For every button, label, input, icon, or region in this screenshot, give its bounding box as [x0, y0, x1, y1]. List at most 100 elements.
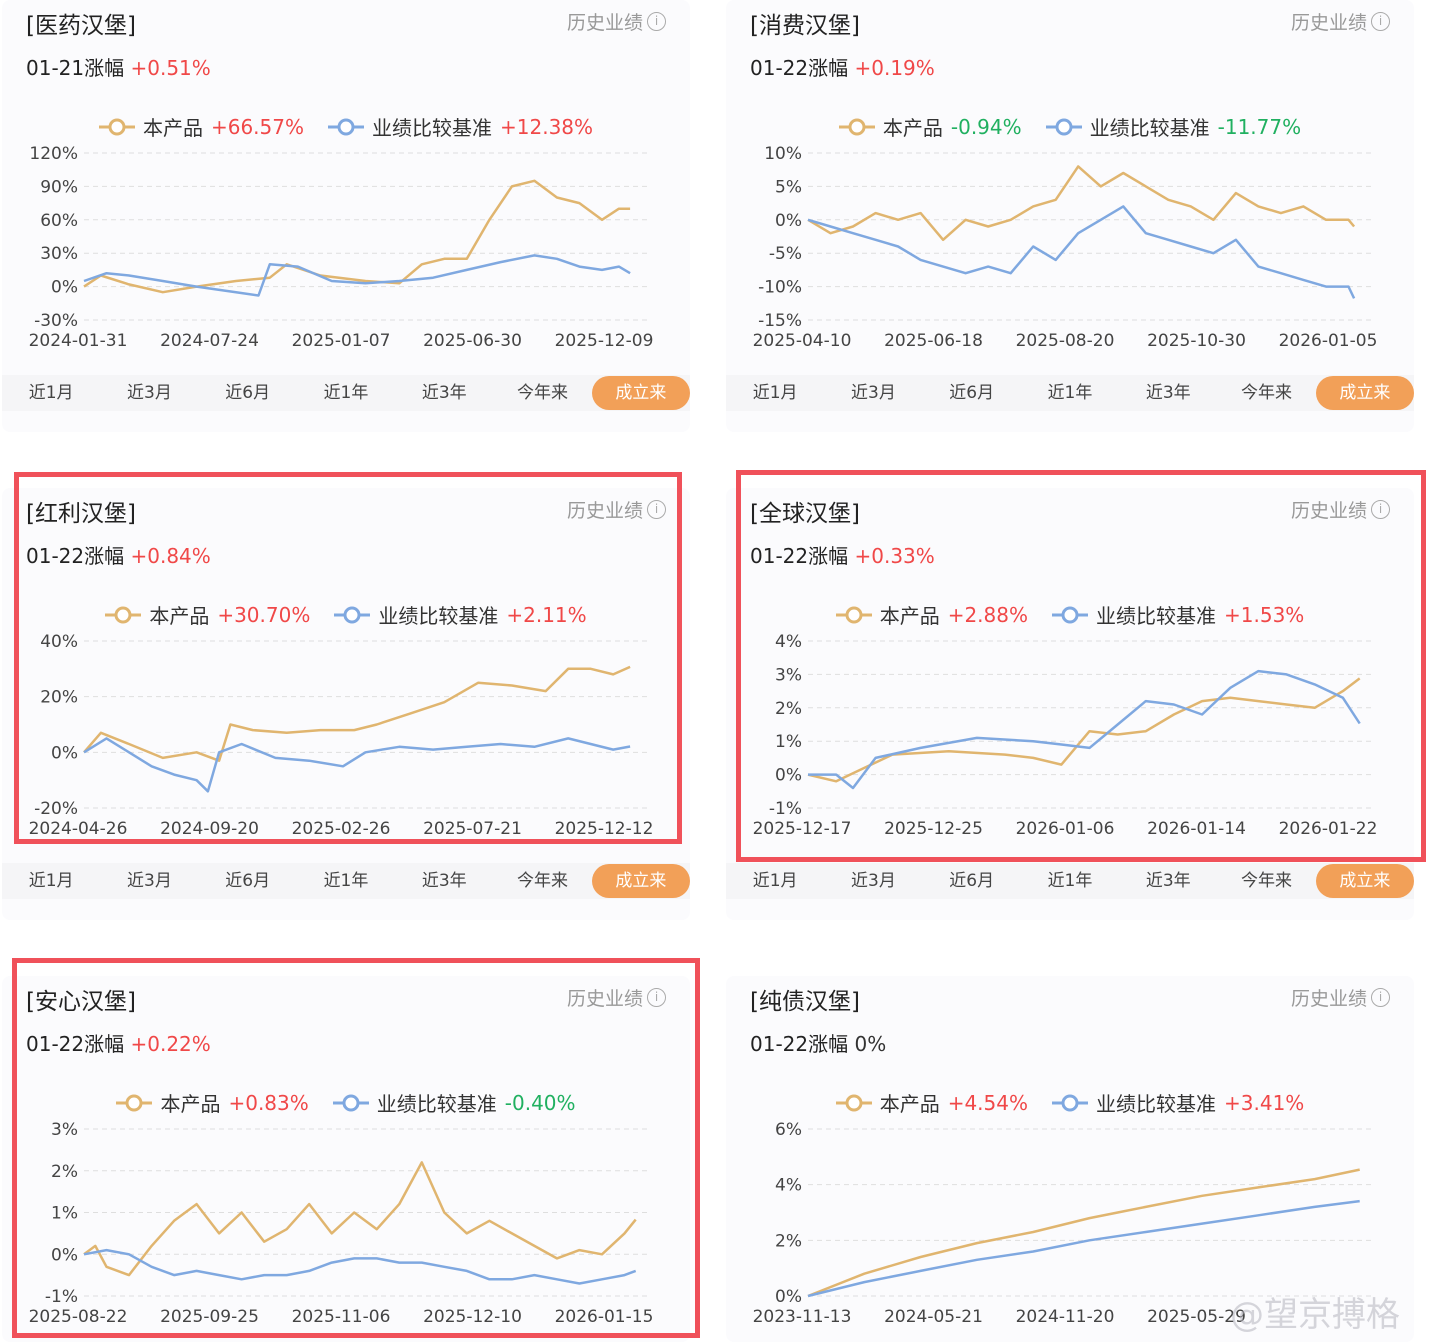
period-tab[interactable]: 近6月	[225, 383, 271, 403]
legend-product[interactable]: 本产品 +4.54%	[835, 1088, 1028, 1117]
x-tick-label: 2025-12-17	[753, 819, 852, 839]
y-tick-label: 3%	[775, 665, 802, 685]
period-tab[interactable]: 近6月	[949, 383, 995, 403]
y-tick-label: -1%	[769, 799, 802, 819]
legend-product-value: +30.70%	[217, 602, 311, 627]
info-icon[interactable]: i	[1371, 988, 1390, 1007]
info-icon[interactable]: i	[647, 12, 666, 31]
legend-product[interactable]: 本产品 +2.88%	[835, 600, 1028, 629]
y-tick-label: 0%	[775, 766, 802, 786]
period-tab[interactable]: 近3年	[1145, 871, 1191, 891]
period-tab[interactable]: 今年来	[1241, 383, 1293, 403]
product-series-line	[83, 179, 631, 294]
history-label: 历史业绩	[566, 500, 643, 522]
x-tick-label: 2025-12-10	[423, 1307, 522, 1327]
legend-product[interactable]: 本产品 +30.70%	[105, 600, 310, 629]
x-tick-label: 2025-01-07	[292, 331, 391, 351]
legend-benchmark[interactable]: 业绩比较基准 +3.41%	[1052, 1088, 1304, 1117]
x-tick-label: 2026-01-14	[1147, 819, 1246, 839]
period-tab[interactable]: 成立来	[591, 376, 690, 410]
benchmark-series-line	[808, 669, 1361, 790]
history-link[interactable]: 历史业绩 i	[567, 496, 666, 523]
period-tab[interactable]: 近6月	[225, 871, 271, 891]
period-tab[interactable]: 成立来	[591, 864, 690, 898]
history-label: 历史业绩	[566, 988, 643, 1010]
period-tab[interactable]: 近3年	[1145, 383, 1191, 403]
x-tick-label: 2025-12-09	[555, 331, 654, 351]
info-icon[interactable]: i	[647, 500, 666, 519]
x-tick-label: 2026-01-22	[1279, 819, 1378, 839]
period-tab[interactable]: 近6月	[949, 871, 995, 891]
legend-product[interactable]: 本产品 +66.57%	[98, 112, 304, 141]
period-tab[interactable]: 成立来	[1315, 376, 1414, 410]
y-tick-label: 2%	[775, 699, 802, 719]
period-tab[interactable]: 近3年	[421, 871, 467, 891]
period-tab[interactable]: 今年来	[517, 383, 569, 403]
info-icon[interactable]: i	[1371, 500, 1390, 519]
history-label: 历史业绩	[1290, 500, 1367, 522]
y-tick-label: -30%	[34, 311, 78, 331]
period-tab[interactable]: 近3月	[851, 871, 896, 891]
history-link[interactable]: 历史业绩 i	[1291, 496, 1390, 523]
line-chart: 4% 3% 2% 1% 0% -1%2025-12-17 2025-12-25 2026-01…	[753, 632, 1378, 839]
period-tab[interactable]: 近3月	[127, 871, 172, 891]
y-tick-label: 0%	[775, 1287, 802, 1307]
period-tab[interactable]: 近1年	[323, 871, 369, 891]
product-series-line	[807, 677, 1361, 783]
legend-circle-icon	[98, 118, 135, 135]
info-icon[interactable]: i	[1371, 12, 1390, 31]
period-tab[interactable]: 今年来	[517, 871, 569, 891]
legend-benchmark[interactable]: 业绩比较基准 +2.11%	[334, 600, 587, 629]
legend-product[interactable]: 本产品 -0.94%	[838, 112, 1022, 141]
y-tick-label: 120%	[29, 144, 78, 164]
history-link[interactable]: 历史业绩 i	[1291, 984, 1390, 1011]
period-tab[interactable]: 成立来	[1315, 864, 1414, 898]
legend-product-value: +66.57%	[210, 114, 304, 139]
legend-benchmark[interactable]: 业绩比较基准 +1.53%	[1052, 600, 1304, 629]
chart-legend: 本产品 +2.88% 业绩比较基准 +1.53%	[726, 600, 1414, 629]
y-tick-label: 4%	[775, 1176, 802, 1196]
x-tick-label: 2025-12-25	[884, 819, 983, 839]
period-tab[interactable]: 近3年	[421, 383, 467, 403]
period-tab[interactable]: 近1月	[28, 383, 74, 403]
fund-card: [纯债汉堡] 历史业绩 i 01-22涨幅 0% 本产品 +4.54% 业绩比较基准…	[726, 976, 1414, 1342]
y-tick-label: 0%	[51, 1245, 78, 1265]
legend-benchmark[interactable]: 业绩比较基准 -0.40%	[332, 1088, 576, 1117]
y-tick-label: -20%	[34, 799, 78, 819]
fund-card: [安心汉堡] 历史业绩 i 01-22涨幅 +0.22% 本产品 +0.83% 业绩…	[2, 976, 690, 1342]
fund-title: [消费汉堡]	[750, 13, 860, 39]
legend-circle-icon	[332, 1094, 369, 1111]
legend-product[interactable]: 本产品 +0.83%	[116, 1088, 309, 1117]
fund-card: [全球汉堡] 历史业绩 i 01-22涨幅 +0.33% 本产品 +2.88% 业绩…	[726, 488, 1414, 920]
period-tab[interactable]: 近1年	[1047, 871, 1093, 891]
info-icon[interactable]: i	[647, 988, 666, 1007]
y-tick-label: -5%	[769, 244, 802, 264]
legend-product-value: +2.88%	[947, 602, 1028, 627]
period-tab[interactable]: 近1月	[752, 383, 798, 403]
legend-benchmark[interactable]: 业绩比较基准 -11.77%	[1045, 112, 1301, 141]
period-tab[interactable]: 近1年	[1047, 383, 1093, 403]
legend-benchmark[interactable]: 业绩比较基准 +12.38%	[328, 112, 593, 141]
chart-legend: 本产品 +66.57% 业绩比较基准 +12.38%	[2, 112, 690, 141]
legend-product-label: 本产品	[882, 116, 943, 140]
x-tick-label: 2024-09-20	[160, 819, 259, 839]
fund-title: [医药汉堡]	[26, 13, 136, 39]
y-tick-label: 0%	[51, 278, 78, 298]
period-tab[interactable]: 近1年	[323, 383, 369, 403]
period-tab[interactable]: 近1月	[28, 871, 74, 891]
history-link[interactable]: 历史业绩 i	[567, 984, 666, 1011]
history-link[interactable]: 历史业绩 i	[567, 8, 666, 35]
period-tab[interactable]: 近3月	[127, 383, 172, 403]
benchmark-series-line	[807, 205, 1356, 299]
history-link[interactable]: 历史业绩 i	[1291, 8, 1390, 35]
benchmark-series-line	[83, 737, 631, 793]
period-tabs: 近1月 近3月 近6月 近1年 近3年 今年来 成立来	[726, 863, 1414, 899]
period-tab[interactable]: 近1月	[752, 871, 798, 891]
y-tick-label: 90%	[40, 177, 78, 197]
legend-circle-icon	[328, 118, 364, 135]
period-tab[interactable]: 今年来	[1241, 871, 1293, 891]
x-tick-label: 2024-01-31	[29, 331, 128, 351]
period-tab[interactable]: 近3月	[851, 383, 896, 403]
fund-title: [纯债汉堡]	[750, 989, 860, 1015]
x-tick-label: 2025-05-29	[1147, 1307, 1246, 1327]
